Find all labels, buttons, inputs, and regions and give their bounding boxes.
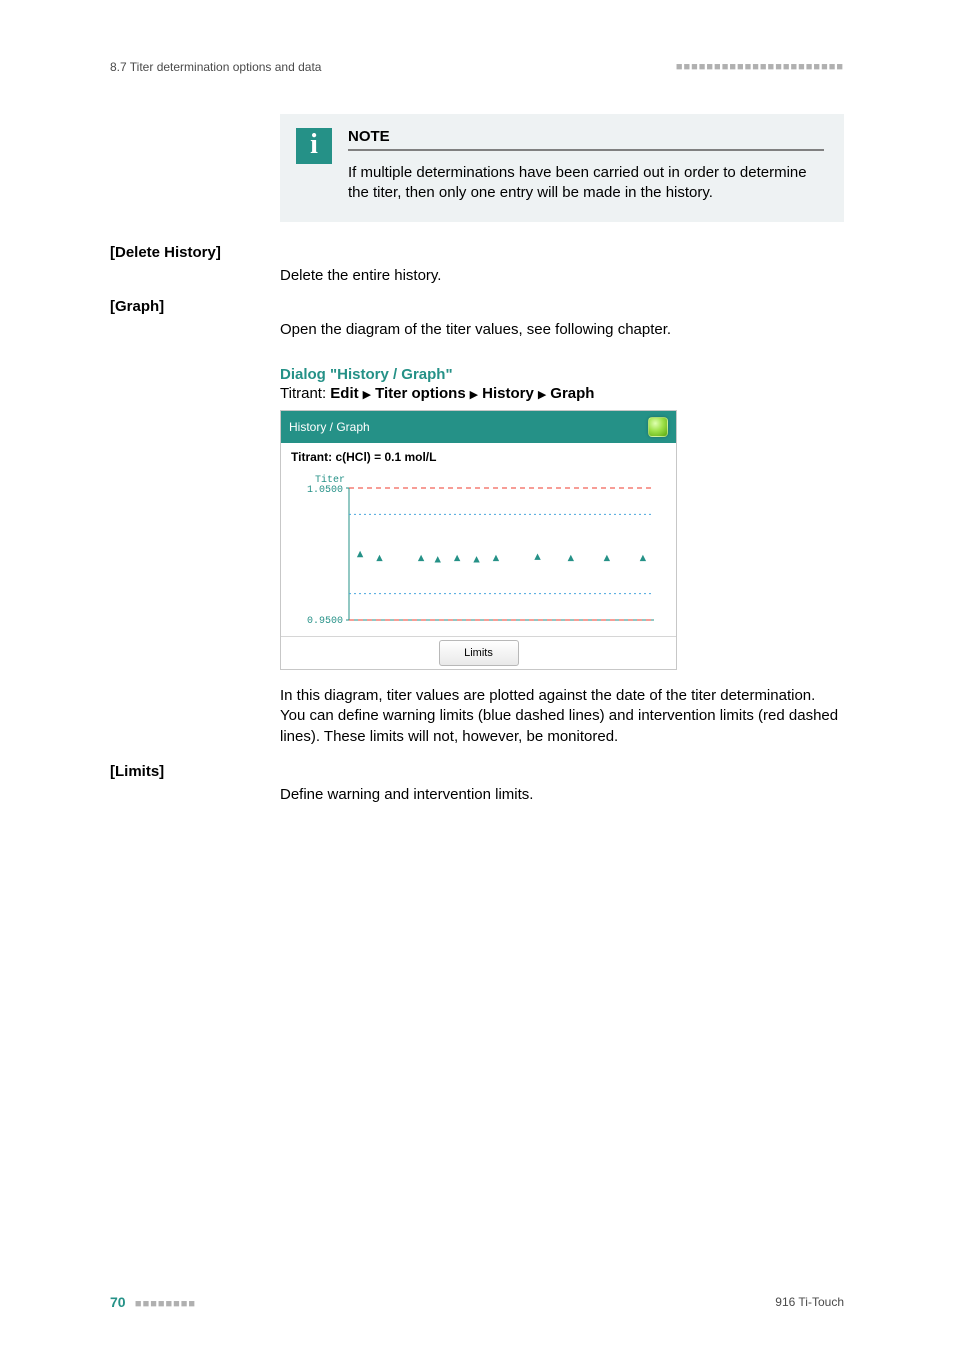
- note-label: NOTE: [348, 128, 390, 145]
- info-icon: i: [296, 128, 332, 164]
- history-graph-screenshot: History / Graph Titrant: c(HCl) = 0.1 mo…: [280, 410, 677, 670]
- breadcrumb: Titrant: Edit ▶ Titer options ▶ History ▶ Grap…: [280, 385, 844, 402]
- footer-product: 916 Ti-Touch: [775, 1295, 844, 1309]
- screenshot-subtitle: Titrant: c(HCl) = 0.1 mol/L: [281, 443, 676, 468]
- plot-svg: Titer1.05000.9500: [295, 470, 662, 630]
- svg-text:0.9500: 0.9500: [307, 616, 343, 627]
- screenshot-titlebar: History / Graph: [281, 411, 676, 443]
- breadcrumb-part-2: History: [482, 385, 534, 402]
- breadcrumb-sep-icon: ▶: [470, 388, 478, 401]
- status-led-icon: [648, 417, 668, 437]
- note-text: If multiple determinations have been car…: [348, 163, 824, 204]
- running-head-dashes: ■■■■■■■■■■■■■■■■■■■■■■: [676, 61, 844, 73]
- entry-label-limits: [Limits]: [110, 763, 270, 780]
- entry-label-graph: [Graph]: [110, 298, 270, 315]
- note-divider: [348, 149, 824, 151]
- screenshot-buttonbar: Limits: [281, 636, 676, 669]
- footer: 70 ■■■■■■■■ 916 Ti-Touch: [110, 1294, 844, 1310]
- note-content: NOTE If multiple determinations have bee…: [348, 128, 824, 204]
- entry-body-limits: Define warning and intervention limits.: [280, 763, 844, 805]
- note-box: i NOTE If multiple determinations have b…: [280, 114, 844, 222]
- entry-body-graph: Open the diagram of the titer values, se…: [280, 298, 844, 340]
- svg-text:1.0500: 1.0500: [307, 485, 343, 496]
- breadcrumb-part-1: Titer options: [375, 385, 466, 402]
- breadcrumb-part-0: Edit: [330, 385, 358, 402]
- breadcrumb-part-3: Graph: [550, 385, 594, 402]
- page-number: 70: [110, 1294, 126, 1310]
- entry-label-delete-history: [Delete History]: [110, 244, 270, 261]
- dialog-heading: Dialog "History / Graph": [280, 366, 844, 383]
- running-head-section: 8.7 Titer determination options and data: [110, 60, 321, 74]
- screenshot-title: History / Graph: [289, 420, 370, 434]
- breadcrumb-sep-icon: ▶: [538, 388, 546, 401]
- screenshot-plot: Titer1.05000.9500: [281, 468, 676, 636]
- breadcrumb-prefix: Titrant:: [280, 385, 330, 402]
- entry-body-delete-history: Delete the entire history.: [280, 244, 844, 286]
- diagram-paragraph: In this diagram, titer values are plotte…: [280, 686, 844, 747]
- footer-dashes: ■■■■■■■■: [135, 1298, 196, 1310]
- running-head: 8.7 Titer determination options and data…: [110, 60, 844, 74]
- breadcrumb-sep-icon: ▶: [363, 388, 371, 401]
- limits-button[interactable]: Limits: [439, 640, 519, 666]
